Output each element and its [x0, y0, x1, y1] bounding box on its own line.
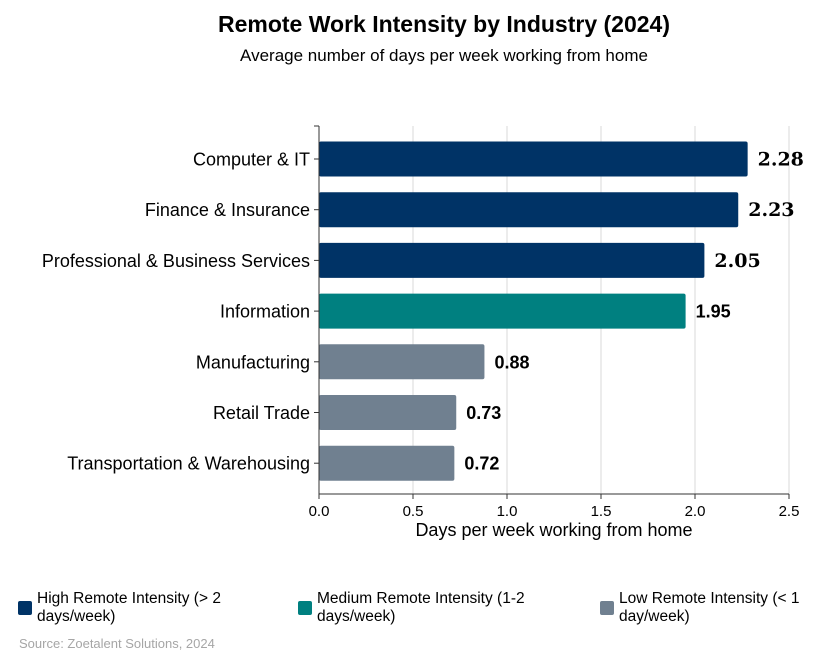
value-label: 2.28 [758, 149, 804, 171]
legend-label-medium: Medium Remote Intensity (1-2 days/week) [317, 590, 525, 625]
category-label: Manufacturing [196, 352, 310, 372]
value-label: 2.23 [748, 199, 794, 221]
axes [314, 125, 790, 499]
legend-swatch-low [600, 601, 614, 615]
category-label: Transportation & Warehousing [67, 454, 310, 474]
category-label: Professional & Business Services [42, 251, 310, 271]
legend-label-high: High Remote Intensity (> 2 days/week) [37, 590, 221, 625]
bar [319, 293, 686, 329]
x-tick-label: 0.5 [403, 503, 424, 520]
bar [319, 242, 705, 278]
source-note: Source: Zoetalent Solutions, 2024 [19, 636, 215, 651]
x-tick-label: 1.5 [591, 503, 612, 520]
value-label: 0.88 [494, 352, 529, 372]
bar [319, 344, 485, 380]
bar [319, 445, 455, 481]
x-tick-label: 1.0 [497, 503, 518, 520]
category-label: Information [220, 302, 310, 322]
value-label: 0.72 [464, 454, 499, 474]
legend: High Remote Intensity (> 2 days/week) Me… [18, 590, 818, 630]
bars [319, 141, 748, 481]
value-label: 1.95 [696, 302, 731, 322]
bar [319, 141, 748, 177]
value-label: 0.73 [466, 403, 501, 423]
legend-item-low: Low Remote Intensity (< 1 day/week) [600, 590, 810, 626]
category-label: Computer & IT [193, 150, 310, 170]
legend-item-high: High Remote Intensity (> 2 days/week) [18, 590, 278, 626]
legend-swatch-medium [298, 601, 312, 615]
labels: 0.0 0.5 1.0 1.5 2.0 2.5 Computer & IT 2.28 Finan… [42, 149, 804, 521]
category-label: Retail Trade [213, 403, 310, 423]
legend-swatch-high [18, 601, 32, 615]
legend-label-low: Low Remote Intensity (< 1 day/week) [619, 590, 800, 625]
x-axis-title: Days per week working from home [415, 520, 692, 540]
bar-chart: Remote Work Intensity by Industry (2024)… [42, 11, 804, 540]
legend-item-medium: Medium Remote Intensity (1-2 days/week) [298, 590, 558, 626]
bar [319, 395, 457, 430]
chart-title: Remote Work Intensity by Industry (2024) [218, 11, 670, 37]
category-label: Finance & Insurance [145, 200, 310, 220]
x-tick-label: 2.5 [779, 503, 800, 520]
value-label: 2.05 [714, 250, 760, 272]
x-tick-label: 2.0 [685, 503, 706, 520]
chart-subtitle: Average number of days per week working … [240, 46, 648, 65]
bar [319, 192, 739, 228]
x-tick-label: 0.0 [309, 503, 330, 520]
